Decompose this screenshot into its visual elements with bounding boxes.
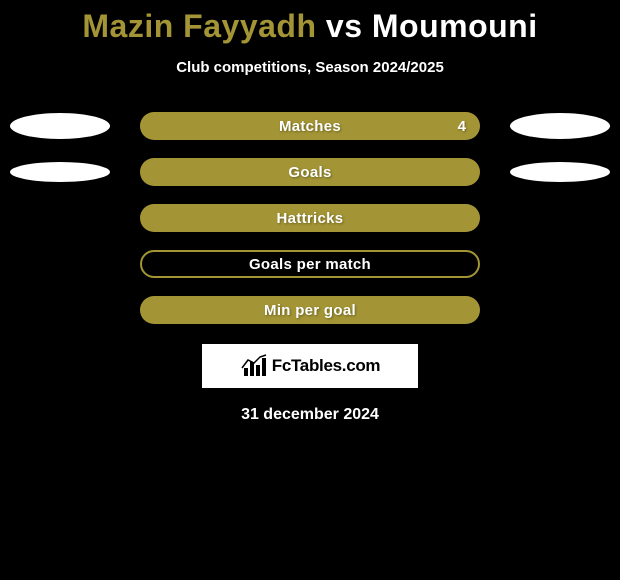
stat-pill: Hattricks: [140, 204, 480, 232]
stat-pill: Goals per match: [140, 250, 480, 278]
stat-row: Min per goal: [0, 296, 620, 324]
player2-name: Moumouni: [372, 8, 538, 44]
logo-inner: FcTables.com: [240, 354, 381, 378]
subtitle: Club competitions, Season 2024/2025: [0, 59, 620, 76]
left-ellipse: [10, 113, 110, 139]
stat-pill: Goals: [140, 158, 480, 186]
stat-value-right: 4: [458, 118, 466, 135]
right-ellipse: [510, 113, 610, 139]
stat-row: Hattricks: [0, 204, 620, 232]
footer-date: 31 december 2024: [0, 406, 620, 424]
stats-area: Matches4 Goals Hattricks Goals per match Min…: [0, 112, 620, 324]
stat-pill: Matches4: [140, 112, 480, 140]
stat-label: Min per goal: [140, 302, 480, 319]
stat-label: Goals: [140, 164, 480, 181]
vs-text: vs: [326, 8, 363, 44]
stat-row: Goals: [0, 158, 620, 186]
left-ellipse: [10, 162, 110, 182]
logo-box: FcTables.com: [202, 344, 418, 388]
player1-name: Mazin Fayyadh: [82, 8, 316, 44]
stat-row: Goals per match: [0, 250, 620, 278]
logo-text: FcTables.com: [272, 356, 381, 376]
stat-row: Matches4: [0, 112, 620, 140]
infographic-container: Mazin Fayyadh vs Moumouni Club competiti…: [0, 0, 620, 424]
stat-pill: Min per goal: [140, 296, 480, 324]
stat-label: Matches: [140, 118, 480, 135]
right-ellipse: [510, 162, 610, 182]
stat-label: Goals per match: [142, 256, 478, 273]
chart-icon: [240, 354, 268, 378]
page-title: Mazin Fayyadh vs Moumouni: [0, 8, 620, 45]
stat-label: Hattricks: [140, 210, 480, 227]
